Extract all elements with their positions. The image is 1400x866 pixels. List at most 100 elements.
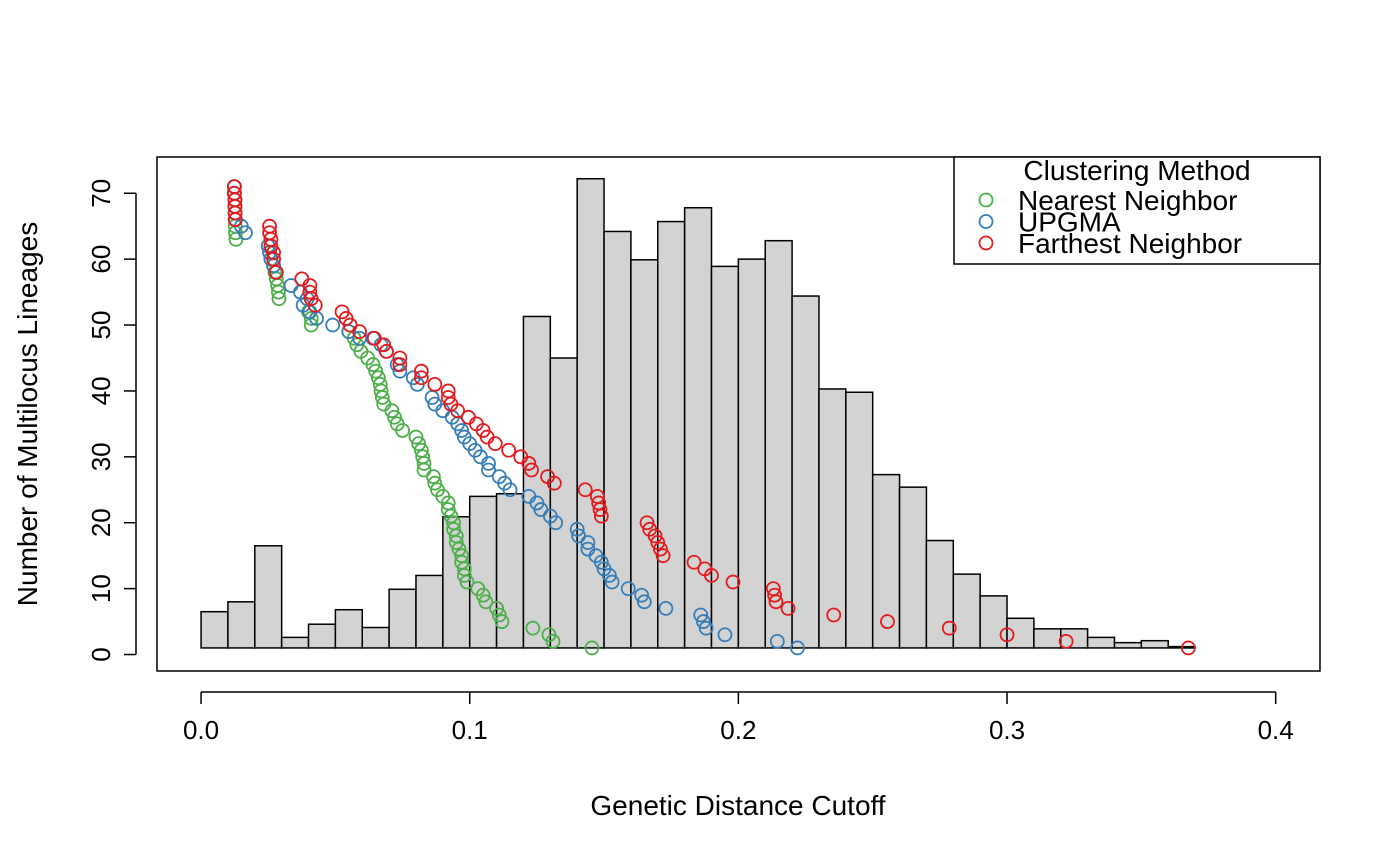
histogram-bar-25 (871, 473, 901, 649)
legend-label-0: Nearest Neighbor (1018, 185, 1237, 216)
point-1-60 (636, 594, 652, 610)
point-0-59 (459, 574, 475, 590)
point-1-49 (569, 521, 585, 537)
point-2-5 (227, 212, 243, 228)
x-axis: 0.0 0.1 0.2 0.3 0.4 (183, 691, 1294, 745)
x-tick-label-4: 0.4 (1258, 715, 1294, 745)
point-2-64 (826, 607, 842, 623)
point-1-65 (717, 627, 733, 643)
x-tick-label-3: 0.3 (989, 715, 1025, 745)
point-0-69 (584, 640, 600, 656)
y-tick-label-0: 0 (86, 647, 116, 661)
y-tick-label-4: 40 (86, 376, 116, 405)
point-0-37 (408, 429, 424, 445)
point-2-59 (725, 574, 741, 590)
legend-marker-2 (978, 235, 994, 251)
x-tick-label-2: 0.2 (720, 715, 756, 745)
x-axis-label: Genetic Distance Cutoff (590, 790, 885, 821)
point-2-54 (653, 541, 668, 557)
histogram-bar-20 (737, 258, 766, 649)
point-2-65 (880, 614, 895, 629)
histogram-bar-27 (925, 539, 955, 649)
plot-frame (156, 156, 1321, 672)
y-tick-label-3: 30 (86, 442, 116, 471)
point-0-34 (387, 409, 402, 425)
point-2-53 (650, 535, 666, 550)
point-2-4 (227, 205, 243, 221)
y-axis-label: Number of Multilocus Lineages (12, 222, 43, 606)
histogram-bar-19 (710, 265, 740, 649)
point-2-39 (501, 442, 517, 458)
point-2-25 (392, 350, 408, 366)
point-0-53 (448, 535, 464, 550)
histogram-bar-6 (361, 626, 390, 649)
point-0-26 (365, 357, 381, 372)
point-2-56 (686, 554, 702, 570)
point-2-15 (302, 284, 318, 300)
point-1-61 (658, 601, 674, 616)
point-0-19 (303, 311, 319, 326)
point-0-44 (427, 475, 443, 491)
histogram-bar-17 (657, 220, 686, 649)
point-2-27 (413, 363, 429, 379)
point-1-58 (620, 581, 636, 597)
point-0-63 (489, 601, 504, 616)
point-2-38 (487, 436, 503, 452)
legend-label-2: Farthest Neighbor (1018, 228, 1242, 259)
point-2-13 (294, 271, 310, 287)
y-tick-label-6: 60 (86, 245, 116, 274)
point-2-63 (780, 601, 796, 616)
histogram-bar-18 (683, 206, 713, 649)
point-0-33 (384, 403, 400, 419)
point-2-44 (546, 475, 562, 491)
y-tick-label-1: 10 (86, 574, 116, 603)
point-0-16 (271, 284, 286, 300)
point-0-61 (475, 587, 491, 603)
y-tick-label-2: 20 (86, 508, 116, 537)
point-1-63 (696, 614, 711, 629)
point-2-62 (768, 594, 784, 610)
histogram-bar-24 (845, 391, 874, 649)
histogram-bar-16 (630, 259, 659, 649)
legend-title: Clustering Method (1023, 155, 1250, 186)
series-farthest-neighbor (226, 179, 1196, 656)
histogram-bar-14 (576, 178, 605, 649)
histogram-bar-5 (334, 608, 364, 649)
point-1-57 (604, 574, 620, 590)
histogram-bar-31 (1033, 628, 1062, 649)
histogram-bar-35 (1140, 639, 1169, 649)
point-0-58 (456, 568, 472, 583)
point-2-42 (524, 462, 539, 478)
point-2-34 (460, 409, 476, 425)
point-1-62 (693, 607, 709, 623)
point-2-17 (307, 297, 323, 313)
point-2-21 (352, 324, 367, 340)
point-2-49 (593, 508, 609, 524)
point-1-31 (435, 403, 451, 419)
point-0-38 (411, 436, 427, 452)
histogram-bar-13 (549, 357, 578, 649)
point-2-41 (521, 456, 537, 471)
point-1-7 (237, 225, 253, 241)
histogram-bar-2 (254, 545, 283, 649)
point-1-66 (769, 633, 785, 649)
point-0-65 (494, 614, 510, 629)
point-0-43 (426, 469, 441, 485)
histogram-bar-33 (1086, 636, 1116, 649)
point-0-64 (491, 607, 507, 623)
point-2-33 (450, 403, 466, 419)
point-2-23 (376, 337, 392, 353)
histogram-bar-3 (280, 636, 310, 649)
point-1-39 (481, 456, 496, 471)
y-tick-label-5: 50 (86, 311, 116, 340)
y-tick-label-7: 70 (86, 179, 116, 208)
legend-marker-1 (978, 214, 994, 229)
point-2-12 (268, 264, 284, 280)
histogram-bar-0 (200, 610, 229, 649)
point-2-52 (647, 528, 663, 544)
scatter-points (226, 179, 1196, 656)
point-1-54 (593, 554, 609, 570)
point-2-61 (767, 587, 783, 603)
